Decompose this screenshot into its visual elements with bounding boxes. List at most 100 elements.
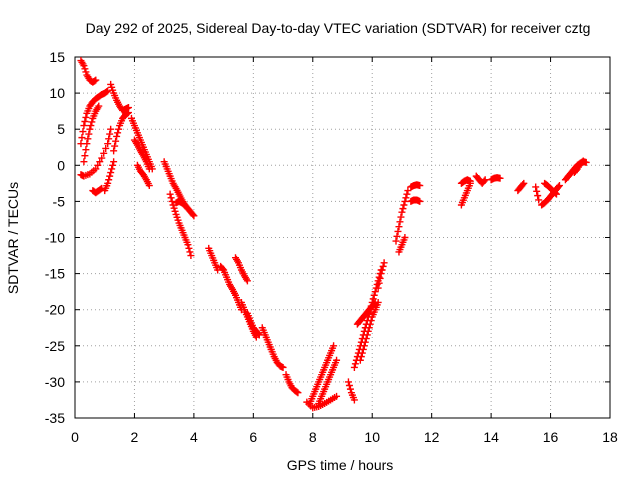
data-point-interp	[115, 125, 123, 133]
data-point-interp	[106, 130, 114, 138]
y-tick-label: -15	[45, 266, 65, 282]
data-point-interp	[346, 385, 354, 393]
data-point-interp	[399, 205, 407, 213]
data-point	[365, 324, 373, 332]
y-tick-label: -10	[45, 230, 65, 246]
x-tick-label: 2	[131, 429, 139, 445]
x-tick-label: 18	[602, 429, 618, 445]
data-point-interp	[402, 194, 410, 202]
data-point	[181, 202, 189, 210]
data-point-interp	[185, 244, 193, 252]
axis-ticks: 0 2 4 6 8 10 12 14 16 18 15 10 5 0 -5 -10 -15 -20 -25 -30 -3…	[45, 49, 618, 445]
data-point-interp	[94, 161, 102, 169]
data-point-interp	[366, 320, 374, 328]
data-point-interp	[180, 201, 188, 209]
data-point	[255, 331, 263, 339]
data-point	[532, 183, 540, 191]
data-point	[377, 270, 385, 278]
data-point-interp	[360, 342, 368, 350]
data-point	[77, 140, 85, 148]
data-point	[104, 87, 112, 95]
data-point-interp	[379, 262, 387, 270]
data-point	[214, 266, 222, 274]
data-point-interp	[97, 185, 105, 193]
data-point	[279, 363, 287, 371]
data-point	[350, 363, 358, 371]
data-point	[333, 392, 341, 400]
data-point	[579, 157, 587, 165]
data-point-interp	[186, 248, 194, 256]
data-point	[86, 125, 94, 133]
data-point	[401, 234, 409, 241]
data-point	[110, 147, 118, 155]
data-point	[416, 197, 424, 205]
data-point	[362, 335, 370, 343]
data-point	[380, 259, 388, 267]
data-point-interp	[102, 144, 110, 152]
data-point-interp	[533, 187, 541, 195]
y-axis-label: SDTVAR / TECUs	[5, 182, 21, 294]
data-point	[481, 176, 489, 184]
data-point	[392, 237, 400, 245]
data-point-interp	[254, 330, 262, 338]
data-point	[98, 154, 106, 162]
data-point	[92, 165, 100, 173]
data-point	[344, 378, 352, 386]
data-point-interp	[375, 273, 383, 281]
data-point	[404, 187, 412, 195]
data-point	[166, 190, 174, 198]
data-point-interp	[103, 88, 111, 96]
data-point-interp	[79, 128, 87, 136]
data-point-interp	[85, 130, 93, 138]
data-point-interp	[168, 197, 176, 205]
x-tick-label: 10	[364, 429, 380, 445]
data-point-interp	[378, 266, 386, 274]
data-point-interp	[167, 194, 175, 202]
data-point	[371, 298, 379, 306]
y-tick-label: -20	[45, 302, 65, 318]
data-point	[243, 277, 251, 285]
data-point-interp	[293, 388, 301, 396]
y-tick-label: 10	[49, 85, 65, 101]
data-point-interp	[84, 135, 92, 143]
data-point	[374, 284, 382, 292]
y-tick-label: 0	[57, 157, 65, 173]
data-point	[92, 76, 100, 84]
data-point	[95, 102, 103, 110]
data-point	[107, 169, 115, 177]
data-point	[113, 132, 121, 140]
data-point-interp	[81, 65, 89, 73]
data-point-interp	[397, 213, 405, 221]
data-point	[535, 196, 543, 204]
data-point	[401, 197, 409, 205]
y-tick-label: -5	[53, 193, 66, 209]
data-point-interp	[363, 331, 371, 339]
data-point-interp	[105, 135, 113, 143]
gridlines	[75, 57, 610, 418]
data-point-interp	[82, 113, 90, 121]
data-point-interp	[108, 165, 116, 173]
x-tick-label: 16	[543, 429, 559, 445]
data-point-interp	[552, 189, 560, 197]
x-tick-label: 8	[309, 429, 317, 445]
data-point	[190, 212, 198, 220]
data-point	[125, 109, 132, 117]
data-point-interp	[78, 134, 86, 142]
data-point-interp	[358, 349, 366, 357]
data-point	[80, 122, 88, 130]
data-point	[80, 62, 88, 70]
data-point	[520, 179, 528, 187]
data-point	[187, 252, 195, 260]
data-point-interp	[219, 265, 227, 273]
data-point	[356, 356, 364, 364]
data-point	[496, 174, 504, 182]
data-point-interp	[393, 232, 401, 240]
data-point	[80, 158, 88, 166]
data-point	[104, 179, 112, 187]
data-point-interp	[351, 360, 359, 368]
data-point	[145, 182, 153, 190]
data-point-interp	[345, 382, 353, 390]
data-point-interp	[376, 274, 384, 282]
